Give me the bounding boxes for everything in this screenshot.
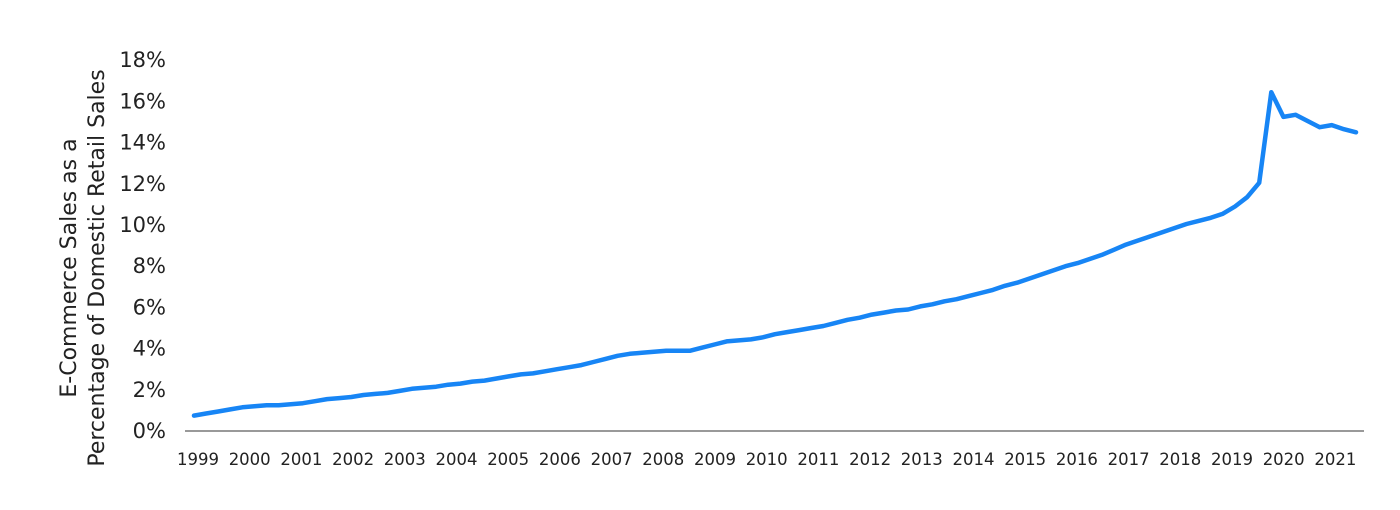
x-tick-label: 2013 — [901, 450, 943, 469]
x-tick-label: 2005 — [487, 450, 529, 469]
x-tick-label: 2019 — [1211, 450, 1253, 469]
x-tick-label: 2000 — [229, 450, 271, 469]
y-tick-label: 4% — [133, 337, 166, 361]
y-tick-label: 18% — [119, 48, 166, 72]
x-tick-label: 2017 — [1108, 450, 1150, 469]
x-tick-label: 2001 — [280, 450, 322, 469]
x-tick-label: 2010 — [746, 450, 788, 469]
x-tick-label: 1999 — [177, 450, 219, 469]
y-tick-label: 0% — [133, 419, 166, 443]
y-tick-label: 12% — [119, 172, 166, 196]
x-tick-label: 2003 — [384, 450, 426, 469]
series-line — [191, 89, 1359, 418]
x-tick-label: 2015 — [1004, 450, 1046, 469]
x-tick-label: 2020 — [1263, 450, 1305, 469]
y-axis-label-line-2: Percentage of Domestic Retail Sales — [85, 69, 110, 466]
y-axis-label: E-Commerce Sales as a Percentage of Dome… — [57, 69, 110, 466]
x-tick-label: 2021 — [1314, 450, 1356, 469]
x-tick-label: 2012 — [849, 450, 891, 469]
y-tick-label: 14% — [119, 131, 166, 155]
y-tick-label: 2% — [133, 378, 166, 402]
y-axis-ticks: 0% 2% 4% 6% 8% 10% 12% 14% 16% 18% — [119, 48, 166, 443]
x-tick-label: 2008 — [642, 450, 684, 469]
x-tick-label: 2014 — [953, 450, 995, 469]
x-tick-label: 2007 — [591, 450, 633, 469]
y-tick-label: 16% — [119, 89, 166, 113]
x-tick-label: 2016 — [1056, 450, 1098, 469]
x-tick-label: 2009 — [694, 450, 736, 469]
x-tick-label: 2018 — [1159, 450, 1201, 469]
x-tick-label: 2011 — [797, 450, 839, 469]
x-axis-ticks: 1999 2000 2001 2002 2003 2004 2005 2006 2007 2008… — [177, 450, 1356, 469]
x-tick-label: 2004 — [436, 450, 478, 469]
y-tick-label: 8% — [133, 254, 166, 278]
y-tick-label: 6% — [133, 295, 166, 319]
y-tick-label: 10% — [119, 213, 166, 237]
x-tick-label: 2006 — [539, 450, 581, 469]
y-axis-label-line-1: E-Commerce Sales as a — [57, 138, 82, 397]
x-tick-label: 2002 — [332, 450, 374, 469]
